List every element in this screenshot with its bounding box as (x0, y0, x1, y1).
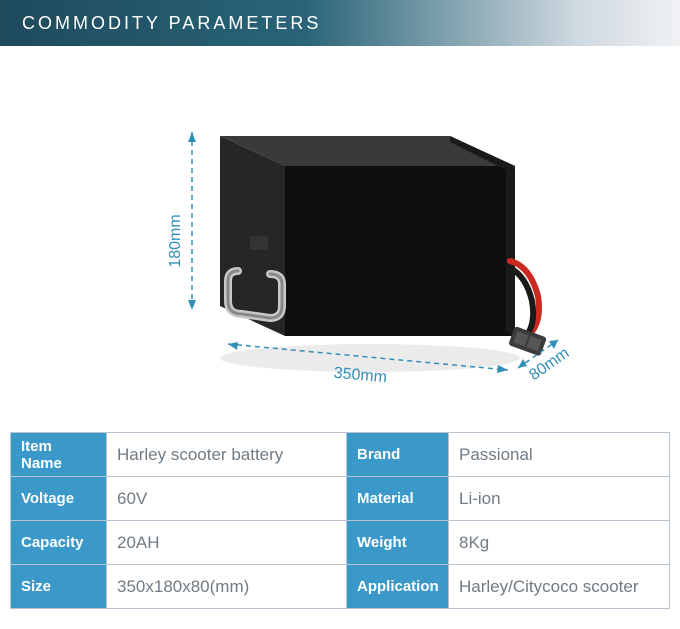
table-row: Item Name Harley scooter battery Brand P… (11, 433, 670, 477)
spec-value: 8Kg (449, 521, 670, 565)
spec-label: Size (11, 565, 107, 609)
spec-label: Brand (347, 433, 449, 477)
header-bar: COMMODITY PARAMETERS (0, 0, 680, 46)
spec-value: 350x180x80(mm) (107, 565, 347, 609)
spec-value: Li-ion (449, 477, 670, 521)
spec-label: Item Name (11, 433, 107, 477)
dim-width-label: 350mm (333, 365, 388, 387)
dim-height-label: 180mm (167, 214, 184, 267)
spec-value: Harley/Citycoco scooter (449, 565, 670, 609)
spec-label: Capacity (11, 521, 107, 565)
spec-table: Item Name Harley scooter battery Brand P… (10, 432, 670, 609)
spec-value: Passional (449, 433, 670, 477)
spec-value: Harley scooter battery (107, 433, 347, 477)
page-title: COMMODITY PARAMETERS (22, 13, 321, 34)
spec-value: 20AH (107, 521, 347, 565)
spec-table-wrap: Item Name Harley scooter battery Brand P… (0, 426, 680, 609)
spec-label: Material (347, 477, 449, 521)
table-row: Capacity 20AH Weight 8Kg (11, 521, 670, 565)
table-row: Voltage 60V Material Li-ion (11, 477, 670, 521)
spec-label: Voltage (11, 477, 107, 521)
product-illustration: 180mm 350mm 80mm (0, 46, 680, 426)
spec-label: Application (347, 565, 449, 609)
table-row: Size 350x180x80(mm) Application Harley/C… (11, 565, 670, 609)
battery-dimension-diagram: 180mm 350mm 80mm (110, 66, 570, 406)
spec-value: 60V (107, 477, 347, 521)
spec-label: Weight (347, 521, 449, 565)
